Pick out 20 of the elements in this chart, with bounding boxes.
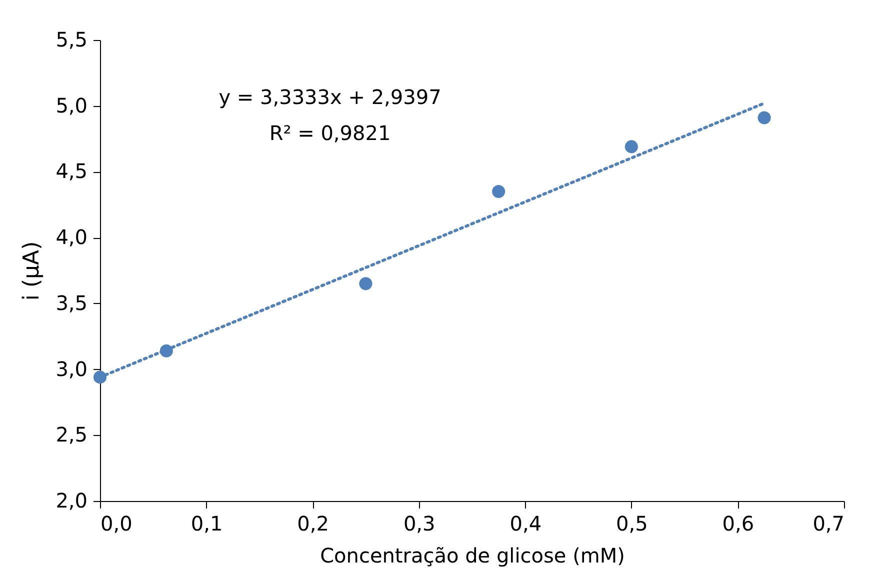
x-tick-label: 0,7 [812, 512, 844, 536]
x-tick-label: 0,5 [616, 512, 648, 536]
y-axis-title: i (µA) [20, 241, 45, 301]
y-tick-label: 4,5 [56, 159, 88, 184]
y-tick-label: 5,0 [56, 93, 88, 118]
x-tick-label: 0,1 [190, 512, 223, 536]
y-tick-label: 5,5 [56, 28, 88, 52]
x-tick-label: 0,6 [722, 512, 754, 536]
annotation: y = 3,3333x + 2,9397 [218, 85, 442, 109]
x-tick-label: 0,4 [510, 512, 542, 536]
x-tick-label: 0,3 [403, 512, 436, 536]
y-tick-label: 3,0 [56, 356, 88, 381]
x-axis-title: Concentração de glicose (mM) [320, 544, 625, 568]
y-tick-label: 2,5 [56, 422, 88, 447]
x-tick-label: 0,2 [297, 512, 329, 536]
annotation: R² = 0,9821 [269, 121, 391, 145]
x-tick-label: 0,0 [100, 512, 132, 536]
y-tick-label: 4,0 [56, 225, 88, 250]
y-tick-label: 2,0 [56, 488, 88, 512]
y-tick-label: 3,5 [56, 290, 88, 315]
